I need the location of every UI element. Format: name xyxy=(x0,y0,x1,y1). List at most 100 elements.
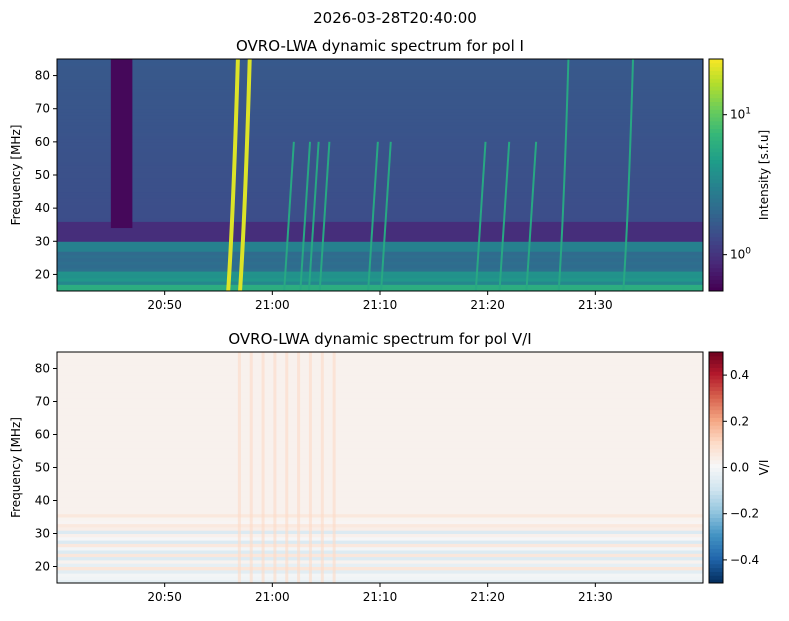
frequency-band xyxy=(57,191,703,196)
frequency-band xyxy=(57,88,703,93)
frequency-band xyxy=(57,78,703,83)
colorbar-step xyxy=(709,405,723,411)
colorbar-step xyxy=(709,556,723,561)
frequency-band xyxy=(57,62,703,67)
colorbar-step xyxy=(709,544,723,549)
frequency-band xyxy=(57,576,703,581)
colorbar-step xyxy=(709,178,723,184)
x-tick-label: 21:20 xyxy=(470,590,505,604)
burst xyxy=(238,58,252,292)
frequency-band xyxy=(57,503,703,508)
frequency-band xyxy=(57,355,703,360)
burst xyxy=(318,141,331,292)
frequency-band xyxy=(57,82,703,87)
frequency-band xyxy=(57,536,703,541)
frequency-band xyxy=(57,59,703,63)
frequency-band xyxy=(57,523,703,528)
colorbar-step xyxy=(709,59,723,64)
frequency-band xyxy=(57,391,703,396)
colorbar-step xyxy=(709,448,723,453)
frequency-band xyxy=(57,75,703,80)
frequency-band xyxy=(57,431,703,435)
frequency-band xyxy=(57,234,703,239)
colorbar-step xyxy=(709,540,723,545)
colorbar-step xyxy=(709,70,723,75)
frequency-band xyxy=(57,563,703,567)
polarization-stripe xyxy=(261,352,265,583)
figure-suptitle: 2026-03-28T20:40:00 xyxy=(313,9,477,27)
colorbar-step xyxy=(709,151,723,157)
frequency-band xyxy=(57,553,703,558)
colorbar-step xyxy=(709,552,723,557)
y-tick-label: 30 xyxy=(35,234,50,248)
frequency-band xyxy=(57,274,703,279)
colorbar-frame xyxy=(708,58,724,292)
frequency-band xyxy=(57,161,703,166)
colorbar-step xyxy=(709,525,723,530)
colorbar-step xyxy=(709,89,723,95)
frequency-band xyxy=(57,175,703,179)
y-tick-label: 80 xyxy=(35,362,50,376)
colorbar-step xyxy=(709,506,723,511)
panel-title: OVRO-LWA dynamic spectrum for pol V/I xyxy=(228,330,531,348)
colorbar-step xyxy=(709,548,723,553)
colorbar-step xyxy=(709,352,723,357)
colorbar-step xyxy=(709,421,723,426)
burst xyxy=(474,141,487,292)
y-tick-label: 70 xyxy=(35,395,50,409)
x-tick-label: 21:30 xyxy=(578,590,613,604)
frequency-band xyxy=(57,128,703,133)
colorbar-step xyxy=(709,117,723,122)
frequency-band xyxy=(57,579,703,584)
colorbar-label: Intensity [s.f.u] xyxy=(757,130,771,220)
colorbar-step xyxy=(709,167,723,172)
colorbar-label: V/I xyxy=(757,460,771,476)
frequency-band xyxy=(57,85,703,90)
colorbar-step xyxy=(709,105,723,110)
colorbar-step xyxy=(709,529,723,534)
frequency-band xyxy=(57,520,703,525)
frequency-band xyxy=(57,540,703,544)
frequency-band xyxy=(57,490,703,495)
frequency-band xyxy=(57,467,703,472)
frequency-band xyxy=(57,105,703,110)
frequency-band xyxy=(57,237,703,242)
frequency-band xyxy=(57,500,703,505)
frequency-band xyxy=(57,480,703,485)
frequency-band xyxy=(57,118,703,123)
frequency-band xyxy=(57,378,703,383)
colorbar-step xyxy=(709,413,723,418)
frequency-band xyxy=(57,145,703,149)
colorbar-step xyxy=(709,432,723,438)
colorbar-step xyxy=(709,283,723,288)
frequency-band xyxy=(57,148,703,153)
colorbar-step xyxy=(709,175,723,180)
colorbar-step xyxy=(709,486,723,492)
frequency-band xyxy=(57,484,703,488)
x-tick-label: 21:00 xyxy=(255,590,290,604)
colorbar-step xyxy=(709,256,723,261)
colorbar-step xyxy=(709,482,723,488)
frequency-band xyxy=(57,352,703,356)
frequency-band xyxy=(57,414,703,419)
frequency-band xyxy=(57,513,703,518)
burst xyxy=(367,141,379,292)
frequency-band xyxy=(57,198,703,203)
colorbar-step xyxy=(709,236,723,242)
colorbar-step xyxy=(709,147,723,153)
colorbar-step xyxy=(709,101,723,106)
frequency-band xyxy=(57,277,703,282)
colorbar-step xyxy=(709,190,723,195)
colorbar-step xyxy=(709,128,723,133)
colorbar-step xyxy=(709,271,723,277)
frequency-band xyxy=(57,451,703,455)
frequency-band xyxy=(57,115,703,120)
frequency-band xyxy=(57,125,703,130)
frequency-band xyxy=(57,168,703,173)
colorbar-step xyxy=(709,244,723,249)
frequency-band xyxy=(57,464,703,468)
colorbar-step xyxy=(709,475,723,480)
colorbar-step xyxy=(709,171,723,176)
colorbar-step xyxy=(709,263,723,269)
burst xyxy=(380,141,392,292)
